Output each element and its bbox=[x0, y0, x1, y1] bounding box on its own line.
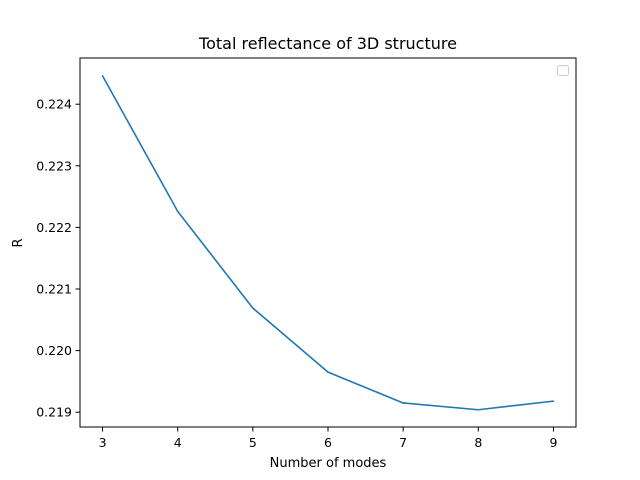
x-axis-label: Number of modes bbox=[270, 456, 387, 471]
data-point bbox=[402, 402, 404, 404]
data-point bbox=[176, 210, 179, 213]
y-tick-label: 0.223 bbox=[36, 158, 72, 173]
chart-title: Total reflectance of 3D structure bbox=[198, 34, 457, 53]
y-tick-label: 0.221 bbox=[36, 282, 72, 297]
plot-series bbox=[101, 75, 555, 411]
legend-box bbox=[557, 65, 569, 76]
x-tick-label: 7 bbox=[399, 435, 407, 450]
y-axis-label: R bbox=[11, 238, 26, 247]
y-tick-label: 0.224 bbox=[36, 97, 72, 112]
x-tick-label: 4 bbox=[174, 435, 182, 450]
data-point bbox=[101, 75, 104, 77]
x-tick-label: 5 bbox=[249, 435, 257, 450]
data-point bbox=[252, 307, 254, 309]
data-point bbox=[327, 371, 329, 373]
y-tick-label: 0.219 bbox=[36, 405, 72, 420]
axis-ticks: 3 4 5 6 7 8 9 0.219 0.220 0.221 0.222 0.223 0.224 bbox=[36, 97, 557, 450]
x-tick-label: 6 bbox=[324, 435, 332, 450]
x-tick-label: 8 bbox=[474, 435, 482, 450]
plot-frame bbox=[79, 57, 577, 428]
x-tick-label: 3 bbox=[99, 435, 107, 450]
data-point bbox=[477, 408, 480, 411]
y-tick-label: 0.220 bbox=[36, 343, 72, 358]
x-tick-label: 9 bbox=[549, 435, 557, 450]
data-point bbox=[552, 400, 555, 402]
y-tick-label: 0.222 bbox=[36, 220, 72, 235]
